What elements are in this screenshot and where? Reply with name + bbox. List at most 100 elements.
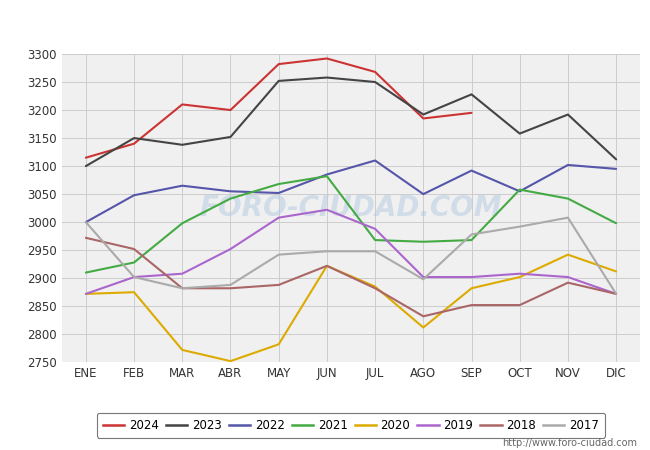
- 2017: [419, 277, 427, 282]
- 2019: [612, 291, 620, 297]
- Line: 2017: 2017: [86, 218, 616, 294]
- 2018: [82, 235, 90, 241]
- 2018: [275, 282, 283, 288]
- 2022: [178, 183, 186, 189]
- 2023: [467, 92, 475, 97]
- 2021: [419, 239, 427, 244]
- 2024: [371, 69, 379, 75]
- 2024: [227, 108, 235, 113]
- Line: 2021: 2021: [86, 176, 616, 273]
- 2018: [564, 280, 572, 285]
- 2018: [323, 263, 331, 269]
- Line: 2019: 2019: [86, 210, 616, 294]
- 2018: [178, 286, 186, 291]
- 2019: [275, 215, 283, 220]
- 2021: [371, 237, 379, 243]
- 2021: [612, 220, 620, 226]
- Line: 2022: 2022: [86, 161, 616, 222]
- 2022: [467, 168, 475, 173]
- 2020: [130, 289, 138, 295]
- 2017: [371, 248, 379, 254]
- Text: FORO-CIUDAD.COM: FORO-CIUDAD.COM: [200, 194, 502, 222]
- Line: 2024: 2024: [86, 58, 471, 158]
- Line: 2018: 2018: [86, 238, 616, 316]
- 2019: [516, 271, 524, 276]
- 2023: [516, 131, 524, 136]
- 2020: [612, 269, 620, 274]
- 2023: [130, 135, 138, 141]
- 2020: [371, 284, 379, 289]
- 2024: [323, 56, 331, 61]
- 2017: [323, 248, 331, 254]
- 2020: [323, 263, 331, 269]
- Text: http://www.foro-ciudad.com: http://www.foro-ciudad.com: [502, 438, 637, 448]
- 2023: [227, 134, 235, 140]
- 2023: [323, 75, 331, 80]
- 2017: [275, 252, 283, 257]
- 2018: [612, 291, 620, 297]
- 2019: [371, 226, 379, 232]
- 2018: [516, 302, 524, 308]
- 2021: [130, 260, 138, 265]
- 2017: [612, 291, 620, 297]
- 2023: [371, 79, 379, 85]
- 2022: [227, 189, 235, 194]
- 2017: [130, 274, 138, 280]
- 2018: [130, 246, 138, 252]
- 2019: [227, 246, 235, 252]
- 2024: [419, 116, 427, 121]
- 2021: [323, 174, 331, 179]
- 2022: [564, 162, 572, 168]
- 2020: [467, 286, 475, 291]
- 2019: [323, 207, 331, 212]
- 2017: [564, 215, 572, 220]
- 2017: [467, 232, 475, 237]
- 2017: [227, 282, 235, 288]
- Line: 2023: 2023: [86, 77, 616, 166]
- 2021: [227, 196, 235, 201]
- 2020: [82, 291, 90, 297]
- 2022: [612, 166, 620, 171]
- 2024: [130, 141, 138, 146]
- 2022: [82, 220, 90, 225]
- 2024: [82, 155, 90, 160]
- 2023: [275, 78, 283, 84]
- 2019: [467, 274, 475, 280]
- 2024: [178, 102, 186, 107]
- 2022: [516, 189, 524, 194]
- 2020: [178, 347, 186, 353]
- 2022: [275, 190, 283, 196]
- 2018: [227, 286, 235, 291]
- 2018: [467, 302, 475, 308]
- 2019: [178, 271, 186, 276]
- 2019: [130, 274, 138, 280]
- 2023: [612, 157, 620, 162]
- 2019: [564, 274, 572, 280]
- 2024: [275, 61, 283, 67]
- 2023: [564, 112, 572, 117]
- 2017: [82, 220, 90, 225]
- 2019: [82, 291, 90, 297]
- 2019: [419, 274, 427, 280]
- 2018: [371, 286, 379, 291]
- 2021: [178, 220, 186, 226]
- 2021: [275, 181, 283, 187]
- 2020: [564, 252, 572, 257]
- 2018: [419, 314, 427, 319]
- 2024: [467, 110, 475, 116]
- 2022: [371, 158, 379, 163]
- 2020: [419, 325, 427, 330]
- 2022: [419, 191, 427, 197]
- 2022: [323, 172, 331, 177]
- 2020: [227, 359, 235, 364]
- Line: 2020: 2020: [86, 255, 616, 361]
- 2017: [516, 224, 524, 230]
- 2021: [82, 270, 90, 275]
- 2021: [467, 237, 475, 243]
- 2020: [275, 342, 283, 347]
- 2021: [564, 196, 572, 201]
- 2023: [419, 112, 427, 117]
- 2021: [516, 187, 524, 192]
- 2023: [82, 163, 90, 169]
- 2017: [178, 286, 186, 291]
